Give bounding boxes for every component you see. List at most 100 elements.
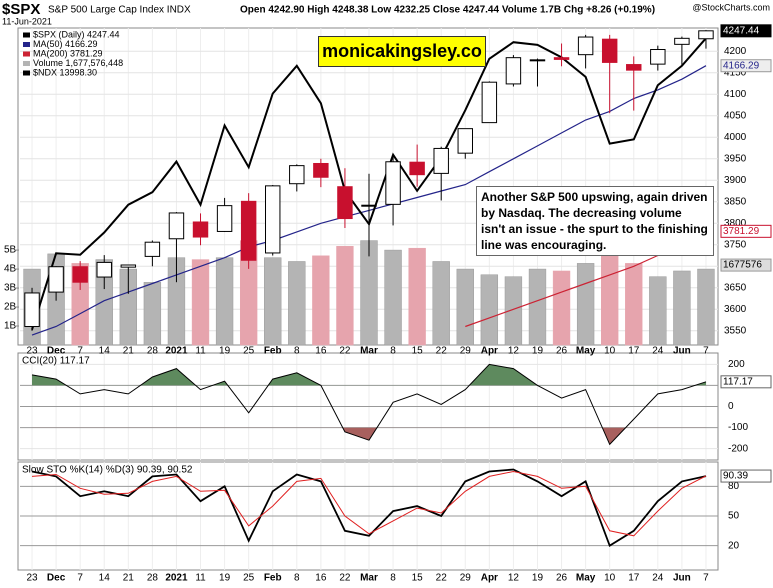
price-tag-box (720, 24, 772, 38)
x-tick-label: 8 (294, 346, 300, 357)
x-tick-label: 2021 (165, 573, 188, 584)
x-tick-label: Dec (47, 346, 66, 357)
legend-label: MA(200) 3781.29 (33, 48, 103, 58)
volume-bar (143, 282, 162, 346)
x-tick-label: 23 (26, 573, 38, 584)
x-tick-label: 15 (412, 573, 424, 584)
volume-bar (552, 270, 571, 346)
x-tick-label: 22 (339, 346, 351, 357)
y-tick-label: 4000 (724, 132, 747, 143)
volume-bar (504, 276, 523, 346)
price-tag: 4166.29 (723, 60, 760, 71)
x-tick-label: 12 (508, 346, 520, 357)
candle-body (577, 36, 594, 56)
candle-body (361, 204, 377, 207)
x-tick-label: 7 (703, 346, 709, 357)
x-tick-label: 10 (604, 573, 616, 584)
y-tick-label: 20 (728, 540, 740, 551)
candle-body (24, 292, 40, 328)
x-tick-label: 10 (604, 346, 616, 357)
volume-bar (336, 246, 354, 346)
x-tick-label: 24 (652, 573, 664, 584)
x-tick-label: 7 (77, 573, 83, 584)
candle-body (192, 221, 209, 238)
x-tick-label: May (576, 573, 596, 584)
x-tick-label: 16 (315, 573, 327, 584)
sto-line (31, 468, 707, 548)
candle-body (457, 128, 473, 154)
x-tick-label: 22 (436, 573, 448, 584)
x-tick-label: Apr (481, 573, 498, 584)
volume-tag: 1677576 (723, 260, 762, 271)
y-tick-label: 3800 (724, 218, 747, 229)
y-tick-label: 3750 (724, 239, 747, 250)
x-tick-label: Feb (264, 346, 282, 357)
legend-swatch (23, 70, 30, 76)
candle-body (601, 38, 618, 63)
x-tick-label: 17 (628, 346, 640, 357)
volume-bar (264, 257, 282, 346)
sto-tag-box (720, 469, 772, 483)
volume-tick-label: 5B (4, 245, 17, 256)
candle-body (553, 57, 570, 60)
volume-tag-box (720, 258, 772, 272)
legend-label: MA(50) 4166.29 (33, 39, 98, 49)
price-tag-box (720, 224, 772, 238)
volume-bar (697, 268, 715, 346)
candle-body (650, 49, 666, 65)
x-tick-label: 8 (390, 346, 396, 357)
volume-bar (191, 259, 210, 346)
candle-body (120, 264, 137, 268)
cci-band-fill (32, 427, 706, 445)
volume-bar (456, 268, 474, 346)
legend-swatch (23, 32, 30, 38)
x-tick-label: 24 (652, 346, 664, 357)
x-tick-label: 22 (339, 573, 351, 584)
cci-line (31, 363, 707, 446)
candle-body (529, 59, 546, 62)
y-tick-label: 50 (728, 511, 740, 522)
x-tick-label: 22 (436, 346, 448, 357)
y-tick-label: 3850 (724, 196, 747, 207)
volume-tick-label: 2B (4, 302, 17, 313)
x-tick-label: 19 (532, 573, 544, 584)
candle-body (240, 200, 257, 261)
legend-label: $SPX (Daily) 4247.44 (33, 29, 120, 39)
candle-body (337, 186, 353, 220)
volume-bar (384, 249, 402, 346)
y-tick-label: 4100 (724, 89, 747, 100)
x-tick-label: 19 (532, 346, 544, 357)
volume-bar (625, 263, 643, 346)
x-tick-label: 29 (460, 573, 472, 584)
volume-bar (408, 247, 426, 346)
panel-title: Slow STO %K(14) %D(3) 90.39, 90.52 (22, 465, 193, 476)
candle-body (168, 212, 185, 240)
x-tick-label: 7 (703, 573, 709, 584)
x-tick-label: Mar (360, 573, 378, 584)
candle-body (289, 165, 305, 185)
volume-bar (432, 261, 450, 346)
y-tick-label: 4050 (724, 110, 747, 121)
candle-body (313, 162, 329, 178)
y-tick-label: 200 (728, 359, 745, 370)
legend-label: $NDX 13998.30 (33, 67, 97, 77)
x-tick-label: 26 (556, 346, 568, 357)
y-tick-label: 3650 (724, 282, 747, 293)
y-tick-label: 0 (728, 401, 734, 412)
x-tick-label: 26 (556, 573, 568, 584)
candle-body (48, 266, 64, 293)
legend-swatch (23, 51, 30, 57)
price-tag: 3781.29 (723, 226, 760, 237)
y-tick-label: 3550 (724, 325, 747, 336)
legend-label: Volume 1,677,576,448 (33, 58, 123, 68)
y-tick-label: 80 (728, 481, 740, 492)
x-tick-label: May (576, 346, 596, 357)
cci-tag-box (720, 375, 772, 389)
x-tick-label: 16 (315, 346, 327, 357)
candle-body (96, 261, 112, 278)
candle-body (626, 64, 642, 71)
x-tick-label: 28 (147, 346, 159, 357)
candle-body (216, 205, 233, 232)
x-tick-label: 23 (26, 346, 38, 357)
